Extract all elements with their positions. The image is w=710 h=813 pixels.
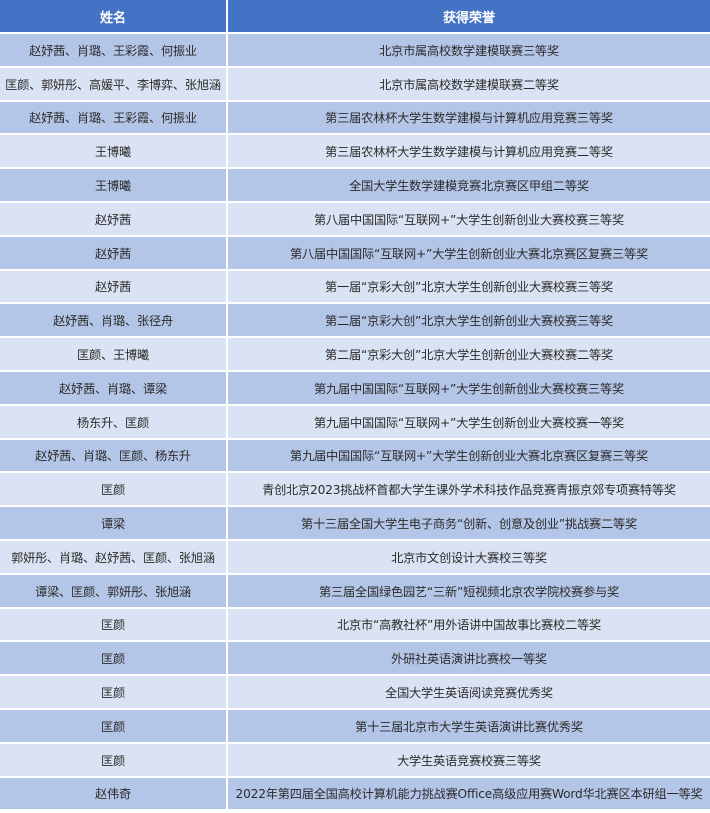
table-row: 谭梁、匡颜、郭妍彤、张旭涵 第三届全国绿色园艺“三新”短视频北京农学院校赛参与奖 [0,574,710,609]
cell-name: 匡颜、王博曦 [0,338,228,372]
table-row: 郭妍彤、肖璐、赵妤茜、匡颜、张旭涵 北京市文创设计大赛校三等奖 [0,540,710,575]
table-row: 谭梁 第十三届全国大学生电子商务“创新、创意及创业”挑战赛二等奖 [0,507,710,541]
table-row: 赵妤茜、肖璐、王彩霞、何振业 北京市属高校数学建模联赛三等奖 [0,34,710,68]
column-header-name: 姓名 [0,0,228,34]
cell-name: 谭梁、匡颜、郭妍彤、张旭涵 [0,574,228,609]
table-row: 匡颜 第十三届北京市大学生英语演讲比赛优秀奖 [0,709,710,744]
cell-name: 匡颜 [0,676,228,710]
cell-name: 匡颜 [0,608,228,643]
cell-honor: 全国大学生数学建模竞赛北京赛区甲组二等奖 [228,169,710,203]
cell-name: 匡颜、郭妍彤、高媛平、李博弈、张旭涵 [0,67,228,102]
cell-honor: 北京市属高校数学建模联赛二等奖 [228,67,710,102]
table-row: 匡颜 北京市“高教社杯”用外语讲中国故事比赛校二等奖 [0,608,710,643]
table-row: 王博曦 第三届农林杯大学生数学建模与计算机应用竞赛二等奖 [0,135,710,170]
table-row: 赵伟奇 2022年第四届全国高校计算机能力挑战赛Office高级应用赛Word华北… [0,777,710,812]
cell-honor: 第九届中国国际“互联网+”大学生创新创业大赛校赛三等奖 [228,371,710,406]
cell-name: 王博曦 [0,169,228,203]
table-header-row: 姓名 获得荣誉 [0,0,710,34]
cell-honor: 2022年第四届全国高校计算机能力挑战赛Office高级应用赛Word华北赛区本… [228,777,710,812]
table-row: 匡颜 外研社英语演讲比赛校一等奖 [0,642,710,677]
table-body: 赵妤茜、肖璐、王彩霞、何振业 北京市属高校数学建模联赛三等奖 匡颜、郭妍彤、高媛平、… [0,34,710,812]
cell-honor: 第三届全国绿色园艺“三新”短视频北京农学院校赛参与奖 [228,574,710,609]
cell-honor: 北京市“高教社杯”用外语讲中国故事比赛校二等奖 [228,608,710,643]
cell-honor: 外研社英语演讲比赛校一等奖 [228,642,710,677]
table-row: 匡颜、郭妍彤、高媛平、李博弈、张旭涵 北京市属高校数学建模联赛二等奖 [0,67,710,102]
cell-name: 赵妤茜 [0,236,228,271]
table-row: 赵妤茜、肖璐、匡颜、杨东升 第九届中国国际“互联网+”大学生创新创业大赛北京赛区复… [0,439,710,474]
cell-honor: 第二届“京彩大创”北京大学生创新创业大赛校赛二等奖 [228,338,710,372]
table-row: 赵妤茜、肖璐、张径舟 第二届“京彩大创”北京大学生创新创业大赛校赛三等奖 [0,304,710,339]
cell-name: 郭妍彤、肖璐、赵妤茜、匡颜、张旭涵 [0,540,228,575]
cell-name: 赵伟奇 [0,777,228,812]
cell-honor: 第三届农林杯大学生数学建模与计算机应用竞赛三等奖 [228,101,710,136]
cell-name: 赵妤茜 [0,202,228,237]
cell-honor: 北京市属高校数学建模联赛三等奖 [228,34,710,68]
table-row: 杨东升、匡颜 第九届中国国际“互联网+”大学生创新创业大赛校赛一等奖 [0,405,710,440]
cell-name: 赵妤茜、肖璐、王彩霞、何振业 [0,101,228,136]
cell-honor: 第九届中国国际“互联网+”大学生创新创业大赛校赛一等奖 [228,405,710,440]
table-row: 匡颜、王博曦 第二届“京彩大创”北京大学生创新创业大赛校赛二等奖 [0,338,710,372]
cell-name: 赵妤茜、肖璐、王彩霞、何振业 [0,34,228,68]
cell-name: 谭梁 [0,507,228,541]
cell-name: 王博曦 [0,135,228,170]
table-row: 匡颜 全国大学生英语阅读竞赛优秀奖 [0,676,710,710]
cell-honor: 大学生英语竞赛校赛三等奖 [228,743,710,778]
cell-honor: 第十三届全国大学生电子商务“创新、创意及创业”挑战赛二等奖 [228,507,710,541]
cell-name: 赵妤茜、肖璐、张径舟 [0,304,228,339]
table-row: 匡颜 大学生英语竞赛校赛三等奖 [0,743,710,778]
cell-name: 杨东升、匡颜 [0,405,228,440]
cell-honor: 第八届中国国际“互联网+”大学生创新创业大赛北京赛区复赛三等奖 [228,236,710,271]
table-row: 赵妤茜 第八届中国国际“互联网+”大学生创新创业大赛北京赛区复赛三等奖 [0,236,710,271]
table-row: 赵妤茜、肖璐、谭梁 第九届中国国际“互联网+”大学生创新创业大赛校赛三等奖 [0,371,710,406]
cell-name: 匡颜 [0,743,228,778]
cell-name: 匡颜 [0,473,228,508]
column-header-honor: 获得荣誉 [228,0,710,34]
table-row: 赵妤茜、肖璐、王彩霞、何振业 第三届农林杯大学生数学建模与计算机应用竞赛三等奖 [0,101,710,136]
cell-honor: 全国大学生英语阅读竞赛优秀奖 [228,676,710,710]
table-row: 匡颜 青创北京2023挑战杯首都大学生课外学术科技作品竞赛青振京郊专项赛特等奖 [0,473,710,508]
cell-name: 匡颜 [0,709,228,744]
cell-honor: 第十三届北京市大学生英语演讲比赛优秀奖 [228,709,710,744]
cell-name: 匡颜 [0,642,228,677]
cell-honor: 青创北京2023挑战杯首都大学生课外学术科技作品竞赛青振京郊专项赛特等奖 [228,473,710,508]
table-row: 赵妤茜 第一届“京彩大创”北京大学生创新创业大赛校赛三等奖 [0,270,710,305]
cell-honor: 第九届中国国际“互联网+”大学生创新创业大赛北京赛区复赛三等奖 [228,439,710,474]
cell-honor: 北京市文创设计大赛校三等奖 [228,540,710,575]
cell-honor: 第八届中国国际“互联网+”大学生创新创业大赛校赛三等奖 [228,202,710,237]
cell-name: 赵妤茜、肖璐、匡颜、杨东升 [0,439,228,474]
cell-honor: 第三届农林杯大学生数学建模与计算机应用竞赛二等奖 [228,135,710,170]
cell-name: 赵妤茜 [0,270,228,305]
cell-honor: 第二届“京彩大创”北京大学生创新创业大赛校赛三等奖 [228,304,710,339]
table-row: 王博曦 全国大学生数学建模竞赛北京赛区甲组二等奖 [0,169,710,203]
cell-name: 赵妤茜、肖璐、谭梁 [0,371,228,406]
cell-honor: 第一届“京彩大创”北京大学生创新创业大赛校赛三等奖 [228,270,710,305]
table-row: 赵妤茜 第八届中国国际“互联网+”大学生创新创业大赛校赛三等奖 [0,202,710,237]
